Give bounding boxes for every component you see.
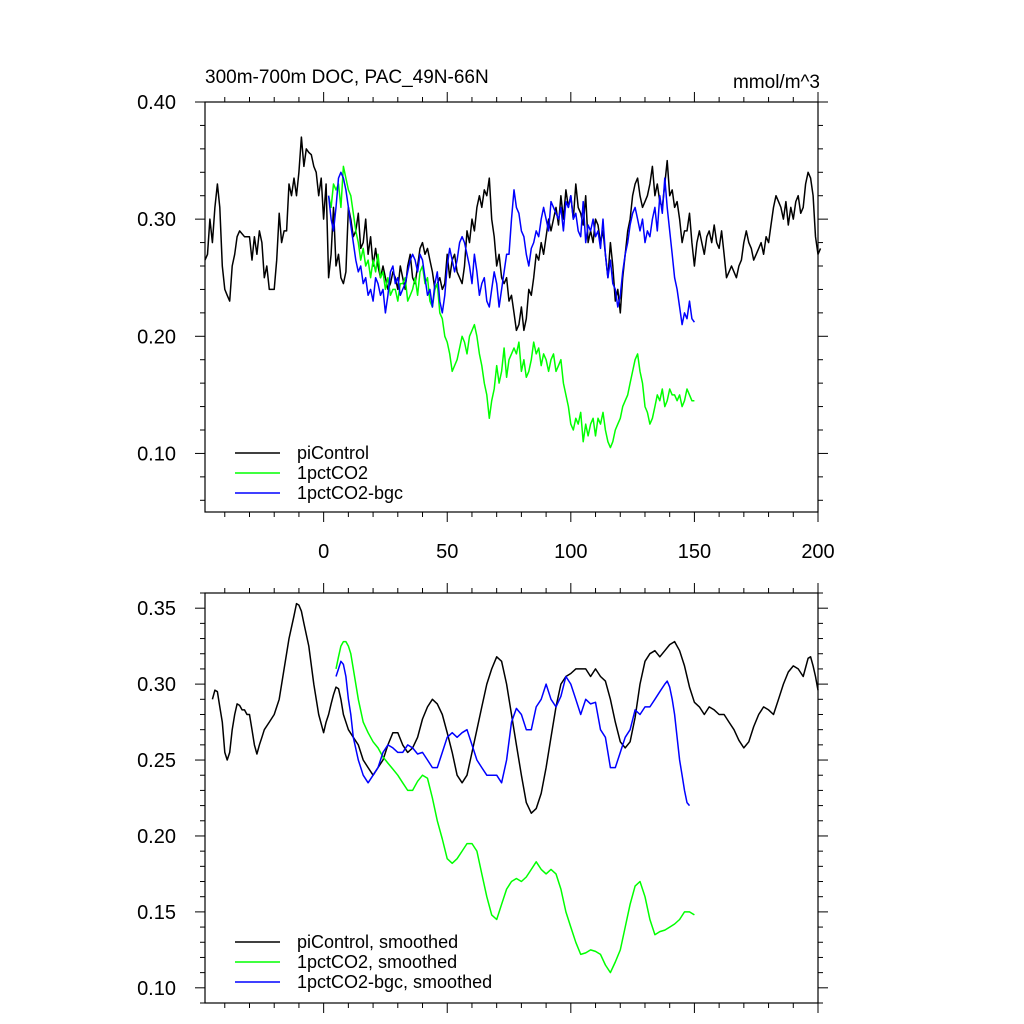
bottom-panel: 0.10 0.15 0.20 0.25 0.30 0.35 piControl, smoo…	[137, 583, 828, 1013]
bottom-y-tick-label: 0.15	[137, 902, 176, 924]
bottom-y-tick-label: 0.10	[137, 978, 176, 1000]
top-x-tick-label: 0	[318, 541, 329, 563]
bottom-y-tick-label: 0.35	[137, 598, 176, 620]
top-y-tick-label: 0.40	[137, 92, 176, 114]
bottom-legend-label-2: 1pctCO2-bgc, smoothed	[297, 972, 492, 992]
top-x-tick-label: 50	[436, 541, 458, 563]
top-legend-label-0: piControl	[297, 443, 369, 463]
top-x-tick-label: 200	[801, 541, 834, 563]
top-panel: 300m-700m DOC, PAC_49N-66N mmol/m^3 0 50 1…	[137, 67, 835, 563]
bottom-panel-frame	[204, 592, 819, 1004]
bottom-panel-series	[211, 602, 819, 974]
top-y-tick-label: 0.10	[137, 443, 176, 465]
bottom-y-tick-label: 0.25	[137, 750, 176, 772]
bottom-series-line-1	[335, 640, 695, 974]
top-panel-axes: 0 50 100 150 200 0.10 0.20 0.30 0.40	[137, 92, 835, 563]
top-y-tick-label: 0.20	[137, 326, 176, 348]
top-series-line-1	[327, 165, 695, 449]
bottom-y-tick-label: 0.20	[137, 826, 176, 848]
bottom-y-tick-label: 0.30	[137, 674, 176, 696]
top-x-tick-label: 150	[678, 541, 711, 563]
bottom-legend-label-1: 1pctCO2, smoothed	[297, 952, 457, 972]
bottom-legend-label-0: piControl, smoothed	[297, 932, 458, 952]
top-series-line-0	[204, 136, 822, 332]
top-panel-units: mmol/m^3	[733, 72, 820, 93]
top-series-line-2	[327, 171, 696, 326]
top-panel-title: 300m-700m DOC, PAC_49N-66N	[205, 67, 489, 88]
top-x-tick-label: 100	[554, 541, 587, 563]
bottom-panel-axes: 0.10 0.15 0.20 0.25 0.30 0.35	[137, 583, 828, 1013]
top-legend-label-2: 1pctCO2-bgc	[297, 483, 403, 503]
top-panel-series	[204, 136, 822, 449]
bottom-series-line-0	[211, 602, 819, 814]
top-panel-frame	[204, 101, 819, 513]
top-legend-label-1: 1pctCO2	[297, 463, 368, 483]
top-y-tick-label: 0.30	[137, 209, 176, 231]
bottom-series-line-2	[335, 660, 691, 807]
